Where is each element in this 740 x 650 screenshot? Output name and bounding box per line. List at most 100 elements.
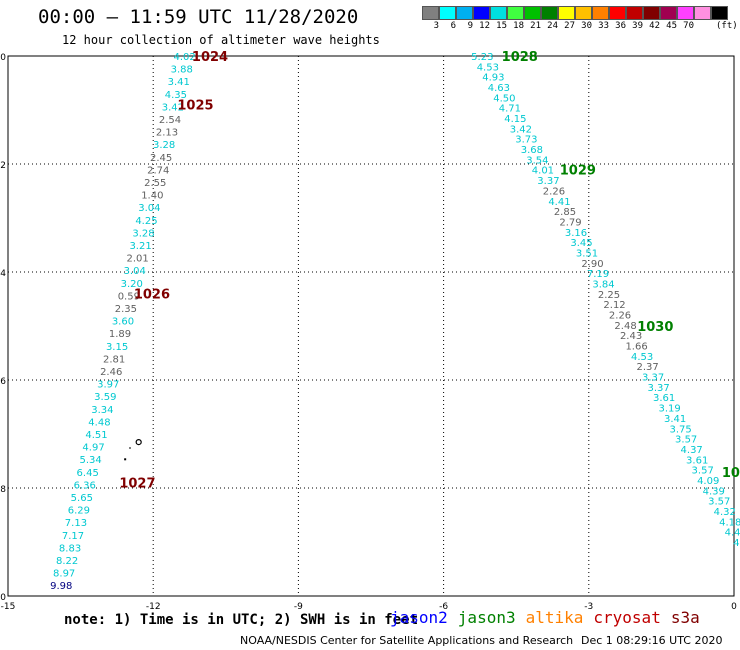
right-track-value: 4.09 [697,476,719,487]
time-label: 10 [722,466,740,481]
satellite-label: s3a [670,608,700,627]
left-track-value: 3.04 [124,266,146,277]
right-track-value: 3.61 [686,455,708,466]
right-track-value: 4.15 [504,114,526,125]
legend-label: 70 [683,21,694,31]
right-track-value: 4.9 [733,538,740,549]
legend-swatch [609,6,626,20]
map-title: 00:00 – 11:59 UTC 11/28/2020 [38,6,359,28]
left-track-value: 3.42 [162,102,184,113]
right-track-value: 5.23 [471,52,493,63]
left-track-value: 6.36 [74,480,96,491]
legend-swatch [439,6,456,20]
legend-swatch [711,6,728,20]
legend-label: 6 [450,21,456,31]
left-track-value: 2.35 [115,304,137,315]
right-track-value: 3.61 [653,393,675,404]
satellite-label: jason3 [457,608,516,627]
left-track-value: 3.41 [168,77,190,88]
legend-label: 42 [649,21,660,31]
footer-source: NOAA/NESDIS Center for Satellite Applica… [240,634,574,647]
satellite-label: cryosat [593,608,661,627]
legend-swatch [660,6,677,20]
left-track-value: 1.89 [109,329,131,340]
lat-label: -30 [0,53,6,63]
right-track-value: 2.43 [620,331,642,342]
legend-label: 27 [564,21,575,31]
right-track-value: 3.16 [565,228,587,239]
right-track-value: 3.75 [670,424,692,435]
right-track-value: 4.53 [477,62,499,73]
left-track-value: 1.40 [141,191,163,202]
right-track-value: 3.45 [570,238,592,249]
left-track-value: 3.34 [91,405,113,416]
right-track-value: 2.12 [603,300,625,311]
right-track-value: 4.53 [631,352,653,363]
left-track-value: 2.54 [159,115,181,126]
left-track-value: 2.55 [144,178,166,189]
left-track-value: 8.83 [59,543,81,554]
time-label: 1028 [502,50,538,65]
left-track-value: 4.97 [82,443,104,454]
left-track-value: 2.81 [103,354,125,365]
legend-label: 24 [547,21,558,31]
legend-swatch [456,6,473,20]
left-track-value: 3.20 [121,279,143,290]
left-track-value: 7.13 [65,518,87,529]
right-track-value: 3.37 [642,373,664,384]
legend-label: 45 [666,21,677,31]
right-track-value: 4.63 [488,83,510,94]
left-track-value: 2.46 [100,367,122,378]
map-frame [7,55,735,597]
legend-label: 21 [530,21,541,31]
right-track-value: 3.42 [510,124,532,135]
right-track-value: 3.37 [647,383,669,394]
left-track-value: 8.22 [56,556,78,567]
right-track-value: 3.19 [659,404,681,415]
right-track-value: 3.68 [521,145,543,156]
lon-label: -12 [146,602,161,612]
lon-label: -3 [584,602,593,612]
right-track-value: 3.57 [708,497,730,508]
satellite-label: jason2 [390,608,448,627]
legend-label: 36 [615,21,626,31]
right-track-value: 4.18 [719,517,740,528]
map-subtitle: 12 hour collection of altimeter wave hei… [62,33,380,47]
lat-label: -32 [0,161,6,171]
right-track-value: 4.93 [482,73,504,84]
lon-label: -6 [439,602,448,612]
left-track-value: 9.98 [50,581,72,592]
left-track-value: 4.02 [174,52,196,63]
satellite-legend: jason2 jason3 altika cryosat s3a [390,608,710,627]
right-track-value: 1.66 [625,342,647,353]
legend-swatch [694,6,711,20]
legend-swatch [490,6,507,20]
legend-label: 30 [581,21,592,31]
time-label: 1029 [560,163,596,178]
lon-label: -15 [1,602,16,612]
right-track-value: 3.54 [526,155,548,166]
right-track-value: 2.48 [614,321,636,332]
right-track-value: 3.84 [592,279,614,290]
left-track-value: 4.25 [135,216,157,227]
time-label: 1024 [192,50,228,65]
legend-swatch [626,6,643,20]
legend-label: 15 [496,21,507,31]
legend-swatch [575,6,592,20]
right-track-value: 2.90 [581,259,603,270]
lat-label: -40 [0,593,6,603]
color-legend [422,6,728,20]
left-track-value: 7.17 [62,531,84,542]
right-track-value: 2.26 [543,186,565,197]
left-track-value: 3.60 [112,317,134,328]
right-track-value: 2.25 [598,290,620,301]
legend-swatch [558,6,575,20]
right-track-value: 4.46 [725,528,740,539]
left-track-value: 3.88 [171,65,193,76]
footer-timestamp: Dec 1 08:29:16 UTC 2020 [581,634,723,647]
left-track-value: 4.48 [88,417,110,428]
left-track-value: 2.13 [156,128,178,139]
right-track-value: 3.57 [692,466,714,477]
right-track-value: 4.71 [499,104,521,115]
right-track-value: 3.73 [515,135,537,146]
